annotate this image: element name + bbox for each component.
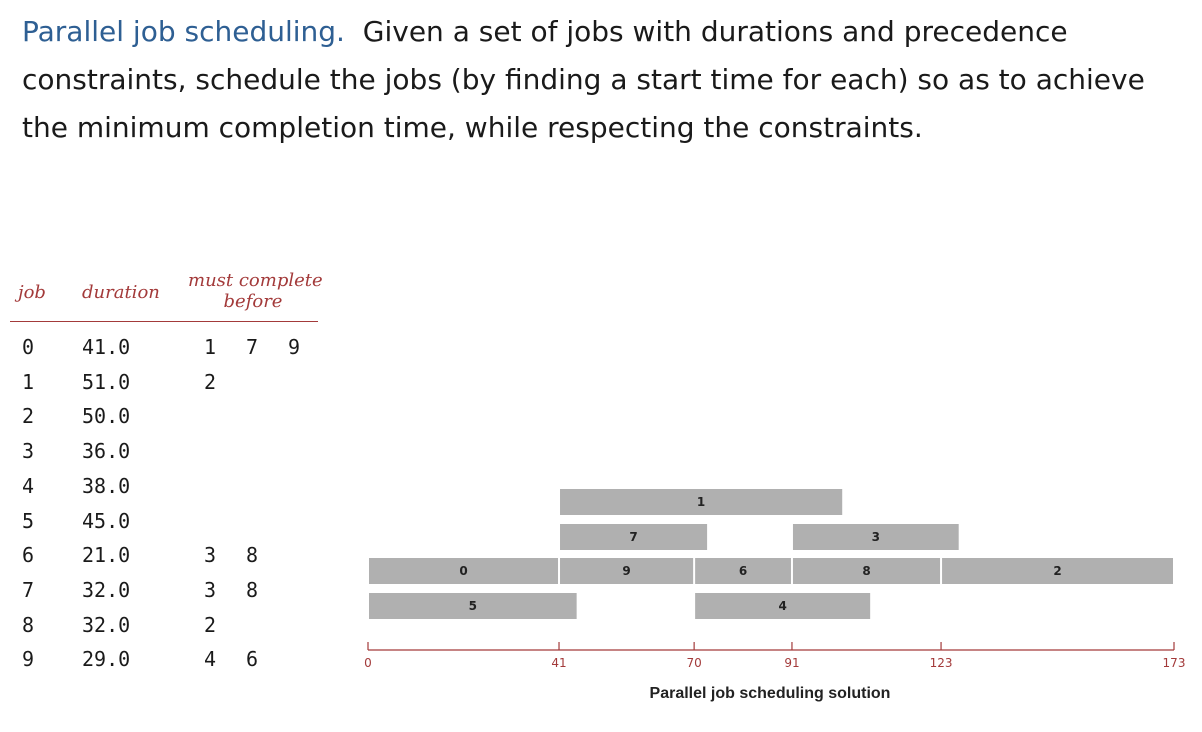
job-bar-7 bbox=[560, 524, 708, 550]
header-must-complete-line2: before bbox=[223, 291, 283, 312]
axis-tick-label: 41 bbox=[551, 656, 566, 670]
job-id-cell: 3 bbox=[22, 439, 35, 464]
job-bar-4 bbox=[695, 593, 871, 619]
job-id-cell: 9 bbox=[22, 647, 35, 672]
intro-text: Given a set of jobs with durations and p… bbox=[22, 15, 1145, 144]
job-id-cell: 5 bbox=[22, 508, 35, 533]
axis-tick-label: 70 bbox=[686, 656, 701, 670]
axis-tick-label: 123 bbox=[930, 656, 953, 670]
job-bar-label: 9 bbox=[622, 564, 630, 578]
job-id-cell: 4 bbox=[22, 473, 35, 498]
job-bar-label: 0 bbox=[459, 564, 467, 578]
axis-tick-label: 0 bbox=[364, 656, 372, 670]
job-id-cell: 0 bbox=[22, 335, 35, 359]
precedence-cell: 2 bbox=[204, 612, 217, 637]
job-bar-0 bbox=[369, 558, 559, 584]
job-bar-6 bbox=[695, 558, 791, 584]
job-bar-9 bbox=[560, 558, 694, 584]
job-id-cell: 6 bbox=[22, 543, 35, 568]
precedence-cell: 7 bbox=[246, 335, 259, 359]
header-must-complete-line1: must complete bbox=[188, 270, 323, 291]
duration-cell: 32.0 bbox=[82, 612, 131, 637]
precedence-cell: 8 bbox=[246, 543, 259, 568]
duration-cell: 32.0 bbox=[82, 577, 131, 602]
job-bar-label: 8 bbox=[862, 564, 870, 578]
job-bar-label: 6 bbox=[739, 564, 747, 578]
header-must-complete-before: must complete before bbox=[188, 270, 323, 312]
duration-cell: 51.0 bbox=[82, 369, 131, 394]
header-rule bbox=[10, 321, 318, 322]
job-bar-5 bbox=[369, 593, 577, 619]
job-bar-label: 5 bbox=[469, 599, 477, 613]
duration-cell: 41.0 bbox=[82, 335, 131, 359]
duration-cell: 45.0 bbox=[82, 508, 131, 533]
job-id-cell: 2 bbox=[22, 404, 35, 429]
duration-cell: 38.0 bbox=[82, 473, 131, 498]
precedence-cell: 8 bbox=[246, 577, 259, 602]
precedence-cell: 1 bbox=[204, 335, 217, 359]
job-bar-label: 3 bbox=[872, 530, 880, 544]
intro-term: Parallel job scheduling. bbox=[22, 15, 345, 48]
precedence-cell: 2 bbox=[204, 369, 217, 394]
job-bar-label: 1 bbox=[697, 495, 705, 509]
chart-caption: Parallel job scheduling solution bbox=[649, 685, 891, 702]
precedence-cell: 6 bbox=[246, 647, 259, 672]
duration-cell: 21.0 bbox=[82, 543, 131, 568]
job-bar-8 bbox=[792, 558, 941, 584]
precedence-cell: 4 bbox=[204, 647, 217, 672]
job-bar-label: 2 bbox=[1053, 564, 1061, 578]
job-id-cell: 1 bbox=[22, 369, 35, 394]
axis-tick-label: 173 bbox=[1163, 656, 1186, 670]
job-bar-2 bbox=[942, 558, 1173, 584]
axis-tick-label: 91 bbox=[784, 656, 799, 670]
header-duration: duration bbox=[82, 282, 160, 303]
job-bar-label: 4 bbox=[778, 599, 786, 613]
header-job: job bbox=[18, 282, 46, 303]
job-id-cell: 8 bbox=[22, 612, 35, 637]
precedence-cell: 3 bbox=[204, 577, 217, 602]
duration-cell: 36.0 bbox=[82, 439, 131, 464]
job-bar-1 bbox=[560, 489, 843, 515]
duration-cell: 50.0 bbox=[82, 404, 131, 429]
precedence-cell: 3 bbox=[204, 543, 217, 568]
intro-paragraph: Parallel job scheduling. Given a set of … bbox=[22, 8, 1182, 152]
job-bar-label: 7 bbox=[629, 530, 637, 544]
job-id-cell: 7 bbox=[22, 577, 35, 602]
job-bar-3 bbox=[792, 524, 959, 550]
duration-cell: 29.0 bbox=[82, 647, 131, 672]
precedence-cell: 9 bbox=[288, 335, 301, 359]
